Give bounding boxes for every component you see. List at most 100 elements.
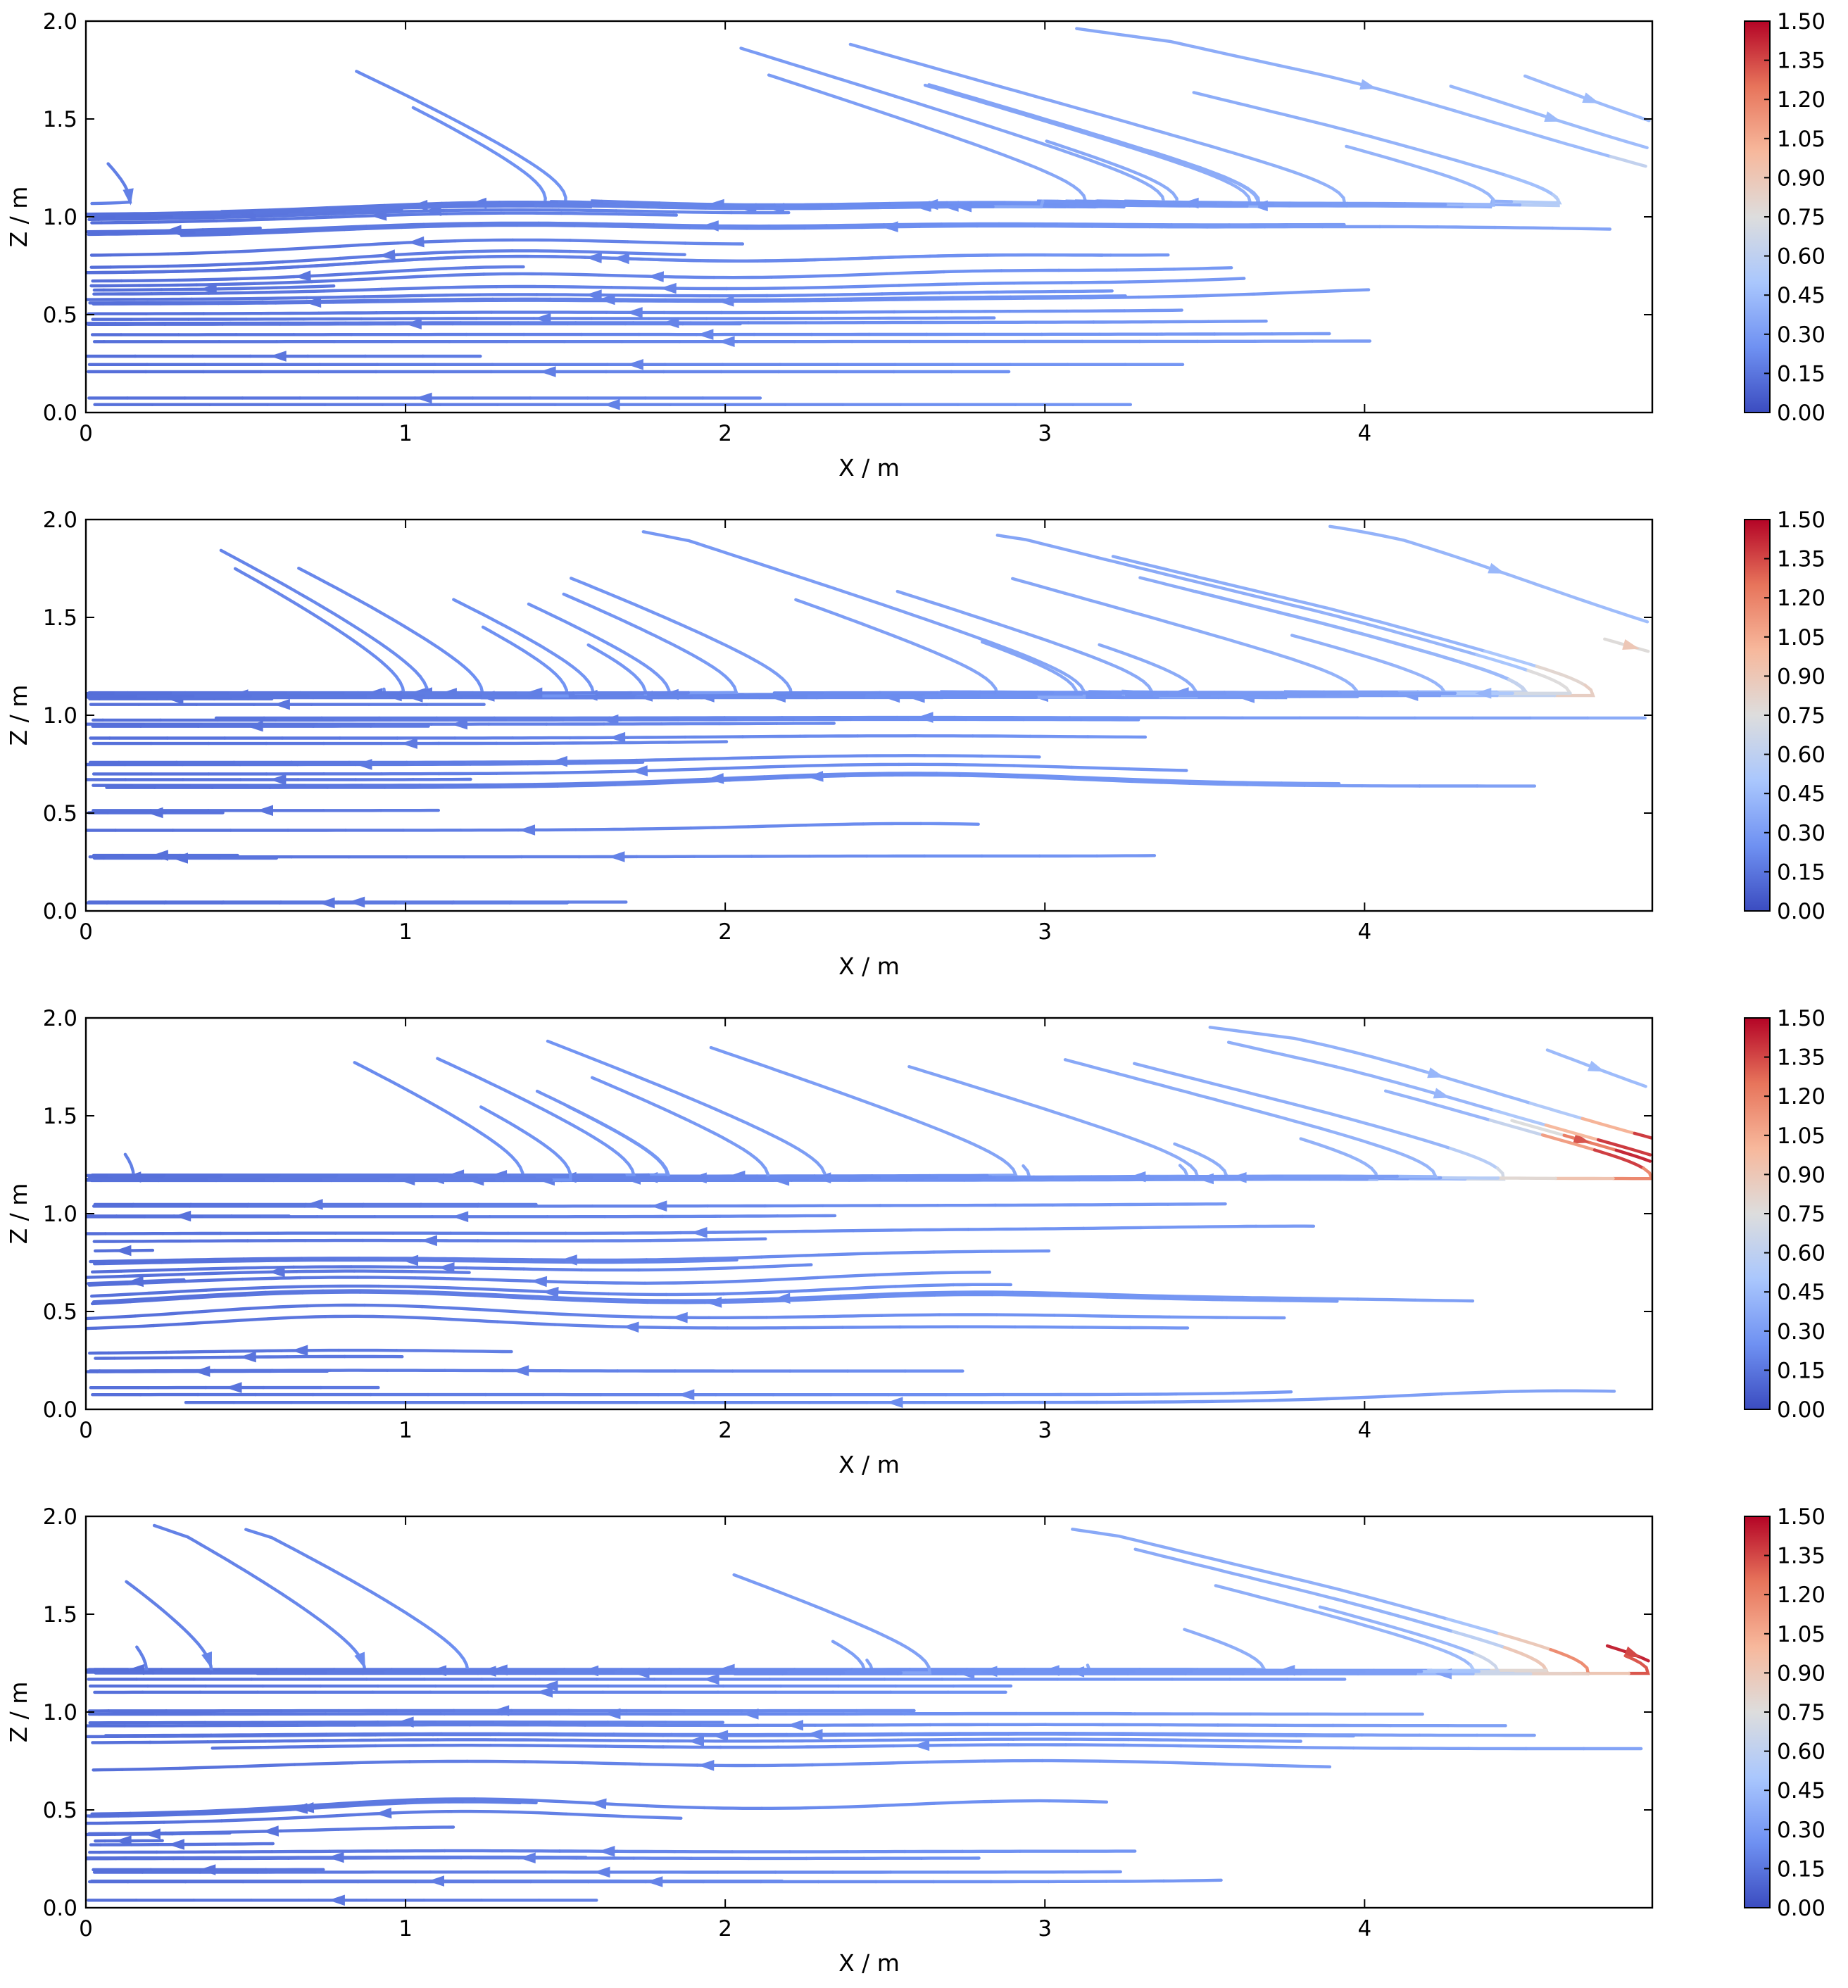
streamline-segment: [1115, 606, 1171, 624]
streamline-segment: [285, 227, 346, 234]
streamline-segment: [1544, 1124, 1600, 1142]
streamline-segment: [1475, 653, 1530, 672]
streamline-segment: [1292, 1102, 1348, 1120]
streamline-segment: [1174, 1391, 1236, 1396]
streamline-segment: [1013, 1325, 1074, 1329]
streamline-segment: [310, 277, 371, 284]
streamline-segment: [1034, 690, 1086, 699]
streamline-segment: [895, 1290, 957, 1295]
streamline-segment: [1300, 616, 1357, 634]
streamline-segment: [1111, 555, 1169, 572]
streamline-segment: [186, 1293, 247, 1300]
streamline-segment: [374, 1744, 435, 1748]
streamline-segment: [1098, 1759, 1159, 1764]
flow-arrow: [541, 1286, 559, 1298]
streamline-segment: [568, 239, 629, 244]
streamline-segment: [305, 1303, 366, 1308]
streamline-segment: [836, 1285, 898, 1291]
x-tick-label: 3: [1038, 919, 1052, 945]
streamline-segment: [275, 284, 336, 289]
colorbar-tick-label: 1.05: [1777, 1622, 1825, 1647]
streamline-segment: [1378, 1145, 1429, 1168]
y-tick-label: 2.0: [43, 1006, 77, 1031]
streamline-segment: [215, 218, 276, 222]
streamline-segment: [1068, 1292, 1129, 1297]
flow-arrow: [171, 853, 188, 864]
y-tick-label: 1.5: [43, 107, 77, 132]
colorbar-tick-label: 1.05: [1777, 1124, 1825, 1149]
flow-arrow: [270, 774, 287, 786]
streamline-segment: [900, 773, 962, 777]
streamline-segment: [356, 641, 394, 673]
streamline-segment: [349, 269, 410, 276]
streamline-segment: [1131, 34, 1190, 47]
streamline-segment: [760, 1297, 822, 1303]
y-tick-label: 0.0: [43, 1397, 77, 1423]
streamline-segment: [441, 785, 502, 789]
streamline-segment: [1225, 1316, 1286, 1320]
streamline-segment: [396, 250, 457, 256]
streamline-segment: [293, 1761, 354, 1766]
y-tick-label: 0.5: [43, 801, 77, 826]
streamline-segment: [1222, 780, 1283, 785]
streamline-segment: [1633, 1131, 1652, 1140]
streamline-segment: [605, 298, 667, 302]
streamline-segment: [465, 1266, 526, 1271]
streamline-segment: [162, 1819, 223, 1824]
streamline-segment: [1545, 1048, 1598, 1070]
flow-arrow: [200, 283, 217, 295]
streamline-segment: [1477, 1086, 1533, 1105]
streamline-segment: [706, 1237, 767, 1242]
streamline-segment: [870, 254, 931, 260]
streamline-segment: [244, 1528, 295, 1551]
streamline-segment: [626, 735, 687, 739]
streamline-segment: [1232, 1646, 1267, 1671]
streamline-segment: [600, 199, 661, 205]
streamline-segment: [116, 1813, 177, 1818]
x-tick-label: 2: [718, 421, 732, 446]
streamline-segment: [876, 205, 937, 210]
streamline-segment: [1492, 1108, 1548, 1127]
colorbar-tick-label: 1.35: [1777, 1045, 1825, 1071]
streamline-segment: [935, 772, 996, 776]
streamline-segment: [546, 1744, 608, 1748]
panel-4: 0 1 2 3 40.00.51.01.52.0X / mZ / m0.000.150.…: [5, 1504, 1825, 1977]
streamline-segment: [1213, 1762, 1274, 1768]
streamline-segment: [224, 248, 285, 254]
streamline-segment: [1009, 295, 1070, 298]
streamline-segment: [102, 1261, 163, 1266]
streamline-segment: [840, 284, 901, 289]
streamline-segment: [1064, 1743, 1125, 1747]
streamline-segment: [953, 72, 1009, 90]
streamline-segment: [449, 1809, 510, 1814]
flow-arrow: [598, 294, 615, 306]
flow-arrow: [691, 1227, 708, 1238]
streamline-segment: [1294, 1746, 1355, 1750]
streamline-segment: [1073, 777, 1134, 784]
streamline-segment: [767, 73, 822, 94]
streamline-segment: [377, 1594, 421, 1623]
streamline-segment: [134, 231, 196, 236]
flow-arrow: [1433, 1088, 1451, 1099]
streamline-segment: [527, 1100, 574, 1126]
streamline-segment: [555, 201, 616, 206]
streamline-segment: [1504, 173, 1555, 196]
streamline-segment: [352, 1269, 414, 1273]
flow-arrow: [291, 1345, 308, 1357]
streamline-segment: [237, 1270, 298, 1274]
flow-arrow: [703, 1673, 719, 1685]
streamline-segment: [433, 297, 494, 301]
flow-arrow: [1582, 92, 1599, 103]
streamline-segment: [1393, 1602, 1449, 1621]
streamline-segment: [590, 780, 651, 785]
streamline-segment: [1555, 1389, 1616, 1393]
streamline-segment: [260, 299, 322, 304]
streamline-segment: [755, 258, 817, 263]
streamline-segment: [417, 1620, 457, 1651]
streamline-segment: [92, 1297, 153, 1304]
streamline-segment: [1018, 159, 1068, 184]
streamline-segment: [1240, 56, 1298, 71]
streamline-segment: [898, 609, 952, 629]
x-tick-label: 4: [1357, 1916, 1371, 1942]
streamline-segment: [1210, 1399, 1271, 1403]
